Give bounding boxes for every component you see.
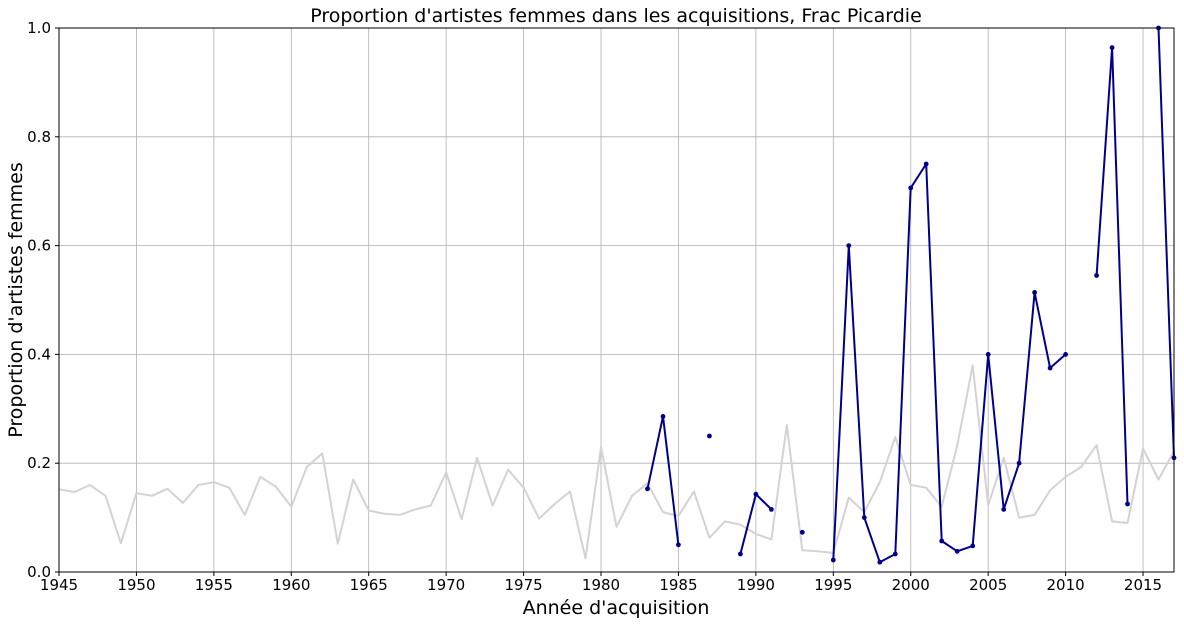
data-point bbox=[707, 433, 712, 439]
x-tick-label: 1965 bbox=[350, 576, 388, 594]
x-tick-label: 1980 bbox=[582, 576, 620, 594]
data-point bbox=[1125, 501, 1130, 507]
y-tick-label: 1.0 bbox=[27, 19, 51, 37]
x-tick-label: 1985 bbox=[659, 576, 697, 594]
data-point bbox=[1109, 45, 1115, 50]
y-tick-label: 0.0 bbox=[27, 563, 51, 581]
data-point bbox=[830, 557, 836, 563]
series-layer bbox=[58, 25, 1177, 565]
y-axis-label: Proportion d'artistes femmes bbox=[5, 162, 27, 438]
data-point bbox=[738, 551, 743, 557]
plot-frame bbox=[58, 27, 1175, 573]
x-tick-label: 2005 bbox=[969, 576, 1007, 594]
x-tick-label: 1945 bbox=[40, 576, 78, 594]
data-point bbox=[660, 414, 666, 419]
data-point bbox=[861, 515, 867, 520]
series-line bbox=[832, 163, 1067, 564]
x-tick-label: 1995 bbox=[814, 576, 852, 594]
data-point bbox=[985, 352, 991, 357]
data-point bbox=[799, 529, 805, 535]
data-point bbox=[908, 185, 914, 191]
y-tick-label: 0.6 bbox=[27, 237, 51, 255]
data-point bbox=[769, 507, 774, 512]
series-line bbox=[1157, 27, 1175, 458]
x-tick-label: 1960 bbox=[272, 576, 310, 594]
x-tick-label: 2015 bbox=[1124, 576, 1162, 594]
x-tick-label: 2010 bbox=[1047, 576, 1085, 594]
data-point bbox=[923, 161, 929, 167]
series-1 bbox=[645, 25, 1177, 565]
data-point bbox=[1063, 352, 1068, 357]
data-point bbox=[645, 486, 650, 492]
data-point bbox=[753, 491, 759, 497]
plot-background bbox=[59, 28, 1174, 572]
data-point bbox=[892, 551, 898, 557]
data-point bbox=[1001, 507, 1007, 512]
x-axis-label: Année d'acquisition bbox=[523, 597, 710, 619]
data-point bbox=[1094, 273, 1099, 278]
x-gridlines bbox=[58, 28, 1144, 572]
x-axis-ticks: 1945 1950 1955 1960 1965 1970 1975 1980 1985 1990… bbox=[40, 572, 1162, 594]
x-tick-label: 1955 bbox=[195, 576, 233, 594]
data-point bbox=[954, 548, 960, 554]
y-tick-label: 0.8 bbox=[27, 128, 51, 146]
y-tick-label: 0.4 bbox=[27, 345, 51, 363]
data-point bbox=[1016, 460, 1022, 466]
series-line bbox=[58, 364, 1175, 560]
x-tick-label: 1950 bbox=[117, 576, 155, 594]
x-tick-label: 1990 bbox=[737, 576, 775, 594]
x-tick-label: 1975 bbox=[504, 576, 542, 594]
data-point bbox=[939, 538, 945, 544]
data-point bbox=[1047, 365, 1053, 371]
chart-title: Proportion d'artistes femmes dans les ac… bbox=[310, 5, 922, 27]
series-0 bbox=[58, 364, 1175, 560]
data-point bbox=[676, 542, 681, 548]
data-point bbox=[846, 243, 852, 249]
y-tick-label: 0.2 bbox=[27, 454, 51, 472]
data-point bbox=[970, 543, 976, 549]
x-tick-label: 1970 bbox=[427, 576, 465, 594]
data-point bbox=[1032, 290, 1037, 295]
data-point bbox=[877, 559, 883, 565]
x-tick-label: 2000 bbox=[892, 576, 930, 594]
y-axis-ticks: 0.0 0.2 0.4 0.6 0.8 1.0 bbox=[27, 19, 59, 581]
